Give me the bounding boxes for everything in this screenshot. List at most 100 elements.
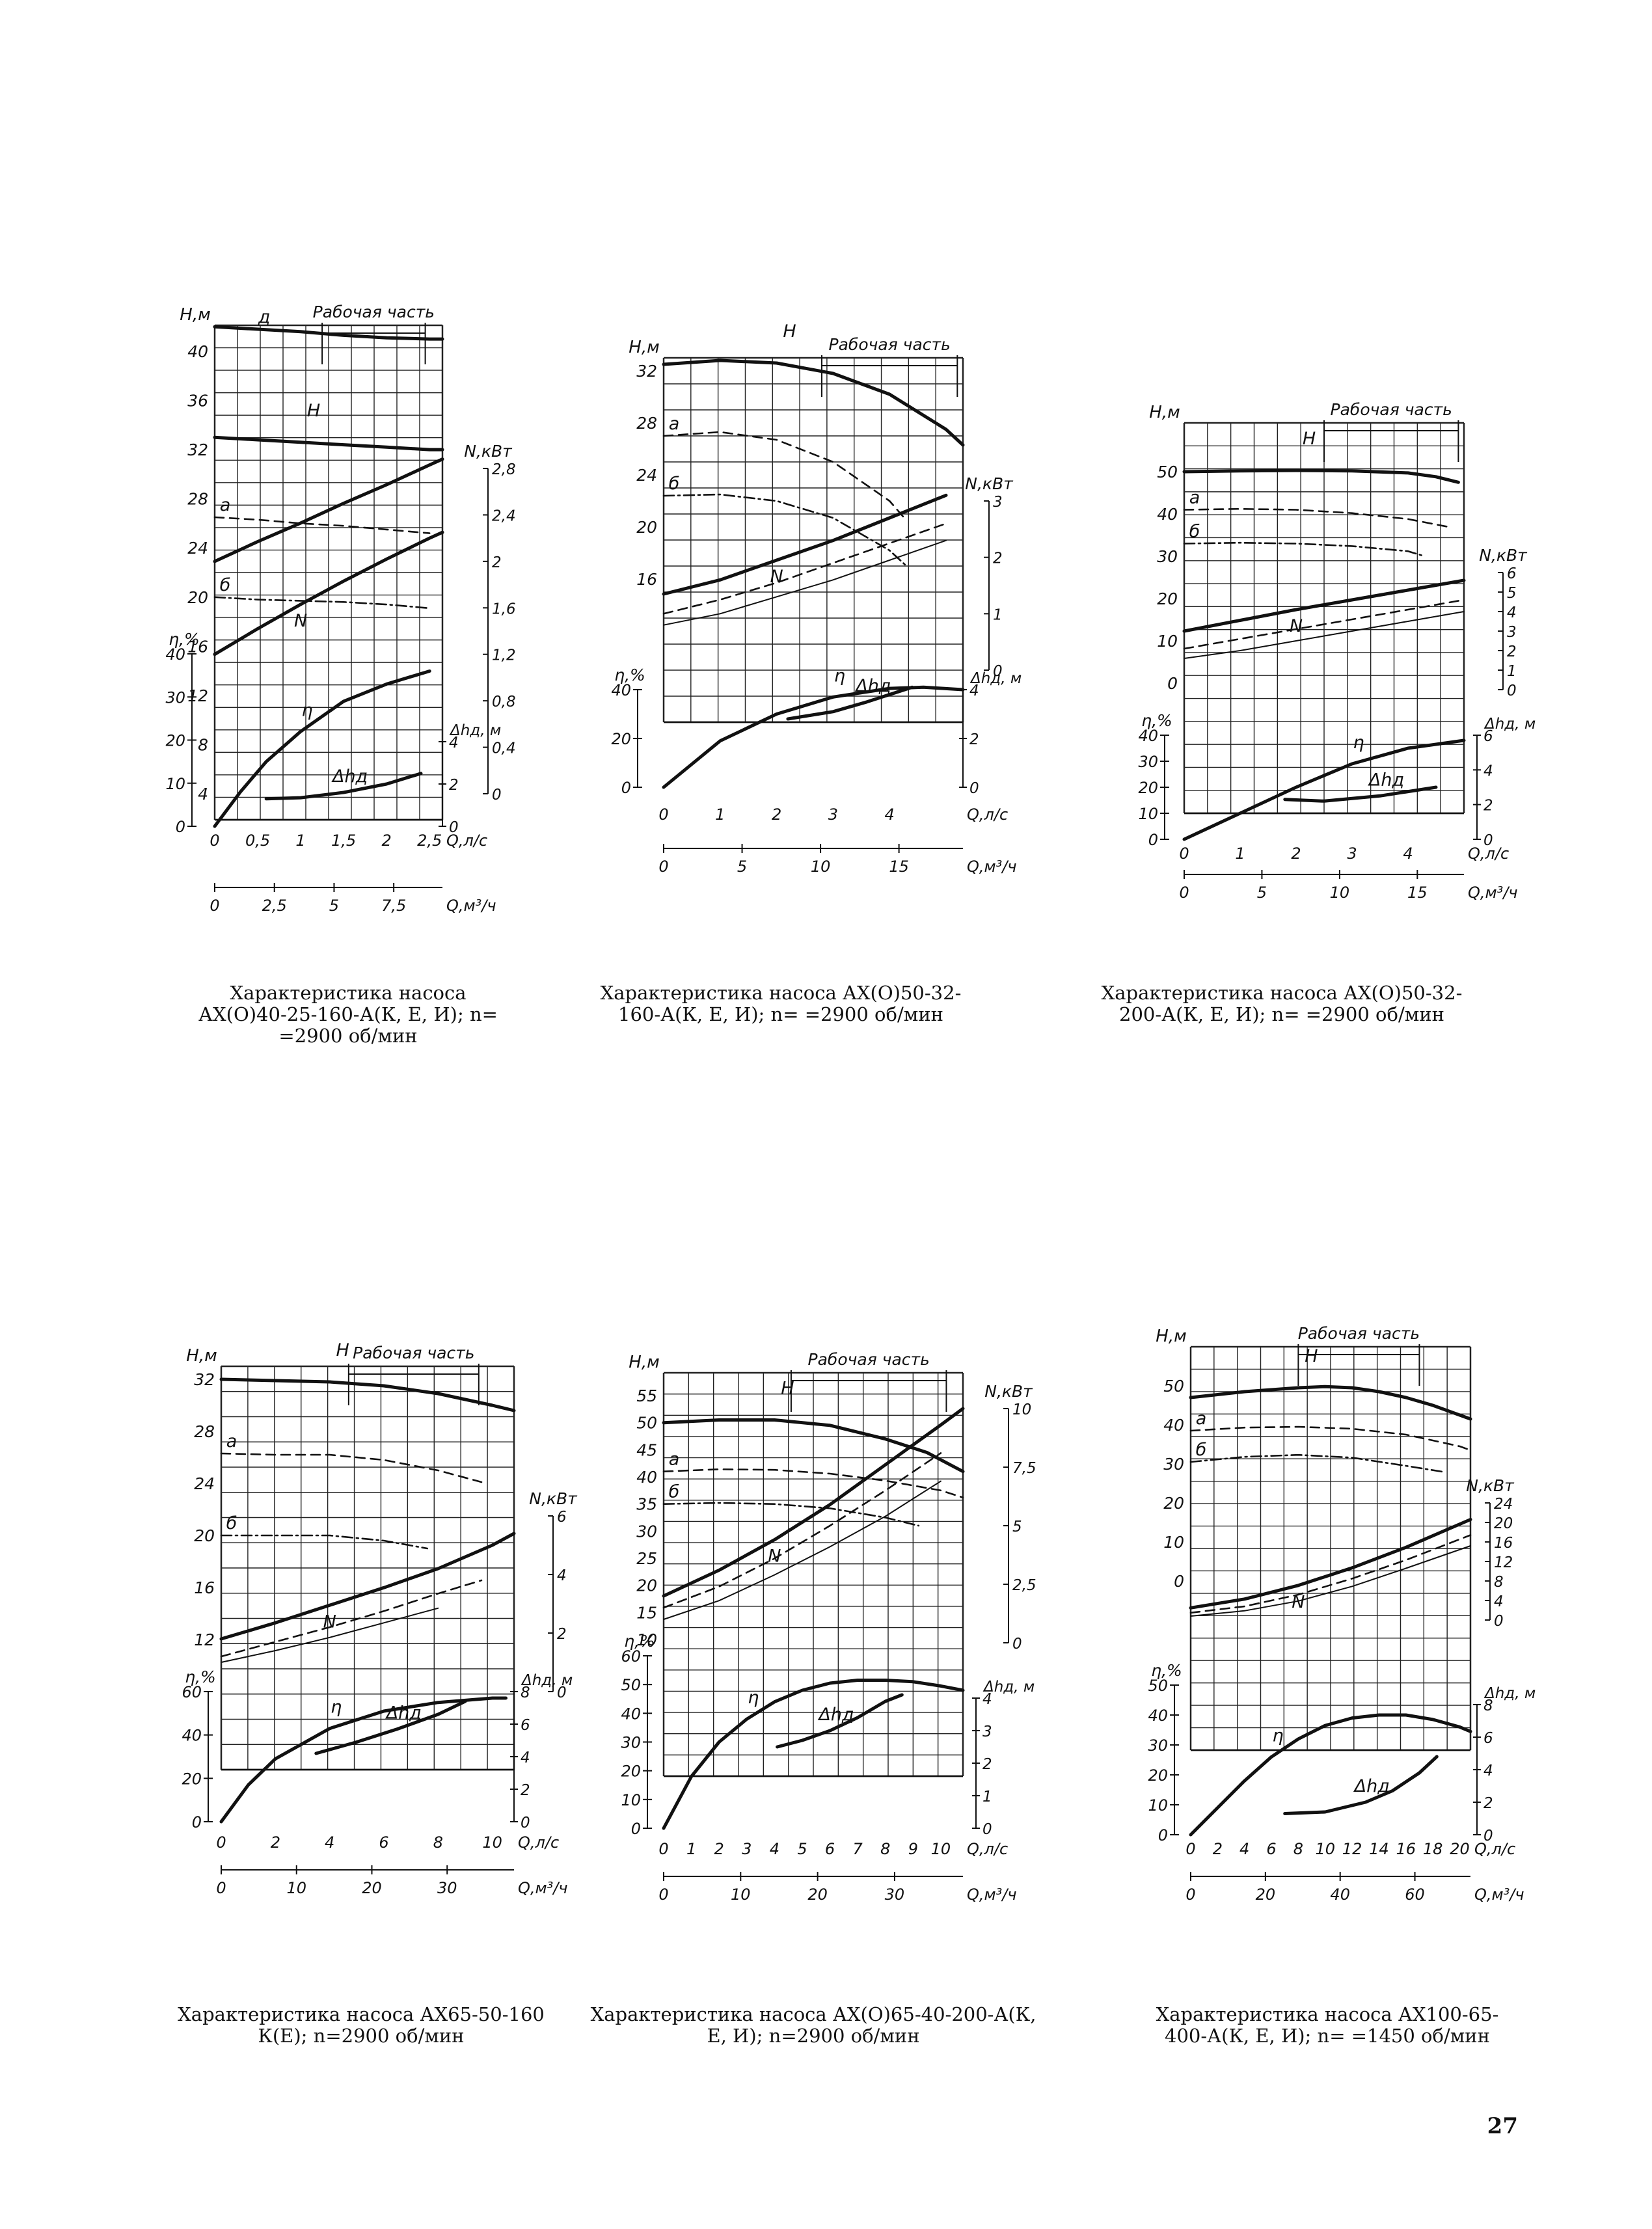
- npsh-tick-label: 4: [449, 735, 459, 751]
- eff-tick-label: 40: [611, 681, 631, 699]
- flow-tick-label: 14: [1369, 1840, 1389, 1858]
- flow-tick-label: 0: [658, 1840, 668, 1858]
- curve-label-a: а: [220, 495, 231, 515]
- eff-tick-label: 10: [1138, 805, 1158, 823]
- series-power-4: [1189, 1534, 1472, 1614]
- npsh-tick-label: 0: [1483, 1828, 1493, 1844]
- flow-tick-label: 2,5: [417, 831, 442, 850]
- curve-label-b: б: [1189, 522, 1200, 542]
- series-eff-6: [1182, 738, 1466, 841]
- chart-svg-4: 121620242832H,м0246N,кВт0204060η,%02468Δ…: [182, 1340, 578, 1897]
- series-power-5: [221, 1607, 439, 1663]
- head-tick-label: 10: [1163, 1533, 1184, 1552]
- curve-label-a: а: [1189, 488, 1200, 508]
- series-head-2: [1189, 1453, 1443, 1473]
- npsh-axis-label: Δhд, м: [449, 722, 501, 739]
- head-tick-label: 24: [194, 1474, 215, 1493]
- npsh-tick-label: 6: [1483, 728, 1493, 745]
- npsh-tick-label: 8: [1483, 1697, 1493, 1714]
- flow-m3-tick-label: 10: [286, 1879, 306, 1897]
- power-axis-label: N,кВт: [965, 474, 1014, 493]
- flow-m3-axis-label: Q,м³/ч: [967, 1885, 1017, 1904]
- eff-axis-label: η,%: [185, 1668, 216, 1686]
- npsh-tick-label: 4: [1483, 763, 1493, 779]
- flow-m3-tick-label: 40: [1330, 1885, 1350, 1904]
- head-axis-label: H,м: [1149, 403, 1180, 422]
- npsh-axis-label: Δhд, м: [1483, 1685, 1536, 1702]
- flow-tick-label: 2: [714, 1840, 724, 1858]
- caption-6: Характеристика насоса АХ100-65-400-А(К, …: [1156, 2003, 1499, 2047]
- power-tick-label: 5: [1507, 585, 1517, 602]
- head-axis-label: H,м: [629, 1353, 659, 1372]
- chart-panel-3: 0 10 20 30 40 50 H,м 0 1 2 3 4 5 6 N,кВт 0 10 20 30 40 η,% 0 2…: [1126, 384, 1536, 930]
- npsh-axis-label: Δhд, м: [969, 670, 1022, 687]
- eff-axis-label: η,%: [614, 666, 645, 684]
- head-tick-label: 0: [1174, 1572, 1184, 1591]
- series-head-3: [213, 596, 431, 610]
- power-tick-label: 0: [993, 663, 1003, 680]
- eff-tick-label: 60: [182, 1683, 202, 1701]
- head-tick-label: 30: [1157, 547, 1178, 566]
- eff-axis-label: η,%: [169, 630, 200, 649]
- eff-tick-label: 50: [621, 1676, 641, 1694]
- flow-m3-axis-label: Q,м³/ч: [1468, 884, 1518, 902]
- head-tick-label: 20: [1163, 1494, 1184, 1513]
- head-tick-label: 40: [636, 1468, 657, 1487]
- npsh-tick-label: 2: [449, 777, 459, 794]
- curve-label-a: а: [669, 414, 680, 434]
- chart-svg-6: 01020304050H,м04812162024N,кВт0102030405…: [1148, 1324, 1536, 1904]
- head-tick-label: 16: [636, 570, 657, 589]
- head-tick-label: 28: [194, 1422, 215, 1441]
- curve-label-H: H: [307, 401, 320, 421]
- flow-tick-label: 3: [828, 805, 838, 824]
- curve-label-dh: Δhд: [1353, 1776, 1390, 1796]
- power-tick-label: 1: [1507, 663, 1517, 680]
- head-tick-label: 28: [187, 490, 208, 509]
- npsh-axis-label: Δhд, м: [521, 1672, 573, 1689]
- curve-label-N: N: [1290, 616, 1303, 636]
- head-tick-label: 12: [194, 1630, 215, 1649]
- power-tick-label: 24: [1494, 1496, 1513, 1513]
- flow-axis-label: Q,л/с: [967, 1840, 1008, 1858]
- curve-label-eta: η: [1353, 733, 1364, 753]
- head-tick-label: 30: [636, 1522, 657, 1541]
- eff-tick-label: 40: [1148, 1707, 1168, 1725]
- curve-label-dh: Δhд: [854, 676, 891, 696]
- flow-axis-label: Q,л/с: [1474, 1840, 1515, 1858]
- series-head-1: [1189, 1425, 1472, 1452]
- curve-label-H: H: [781, 1379, 794, 1399]
- flow-tick-label: 4: [1403, 844, 1413, 863]
- npsh-axis-label: Δhд, м: [982, 1679, 1035, 1695]
- power-tick-label: 8: [1494, 1574, 1504, 1591]
- power-tick-label: 0,4: [492, 740, 516, 757]
- caption-1: Характеристика насоса АХ(О)40-25-160-А(К…: [198, 982, 498, 1047]
- flow-tick-label: 0: [658, 805, 668, 824]
- series-power-3: [219, 1532, 516, 1641]
- head-tick-label: 20: [1157, 589, 1178, 608]
- flow-m3-axis-label: Q,м³/ч: [967, 858, 1017, 876]
- eff-tick-label: 40: [182, 1727, 202, 1745]
- power-tick-label: 2: [557, 1626, 567, 1643]
- npsh-tick-label: 2: [982, 1756, 992, 1773]
- npsh-tick-label: 0: [969, 780, 979, 797]
- power-axis-label: N,кВт: [464, 442, 513, 461]
- caption-5: Характеристика насоса АХ(О)65-40-200-А(К…: [590, 2003, 1036, 2047]
- npsh-tick-label: 4: [521, 1749, 530, 1766]
- flow-m3-tick-label: 7,5: [381, 897, 406, 915]
- series-power-5: [663, 539, 947, 626]
- power-tick-label: 0: [557, 1684, 567, 1701]
- flow-m3-tick-label: 0: [216, 1879, 226, 1897]
- npsh-tick-label: 4: [1483, 1763, 1493, 1779]
- npsh-tick-label: 2: [969, 731, 979, 748]
- eff-tick-label: 60: [621, 1647, 641, 1666]
- series-power-5: [1184, 611, 1465, 659]
- eff-tick-label: 20: [165, 732, 185, 750]
- power-tick-label: 2: [993, 550, 1003, 567]
- power-axis-label: N,кВт: [529, 1489, 578, 1508]
- caption-2: Характеристика насоса АХ(О)50-32-160-А(К…: [600, 982, 962, 1025]
- flow-tick-label: 1,5: [331, 831, 356, 850]
- flow-m3-tick-label: 0: [1179, 884, 1189, 902]
- series-head-0: [1182, 468, 1460, 484]
- curve-label-eta: η: [1272, 1725, 1283, 1746]
- flow-axis-label: Q,л/с: [446, 831, 487, 850]
